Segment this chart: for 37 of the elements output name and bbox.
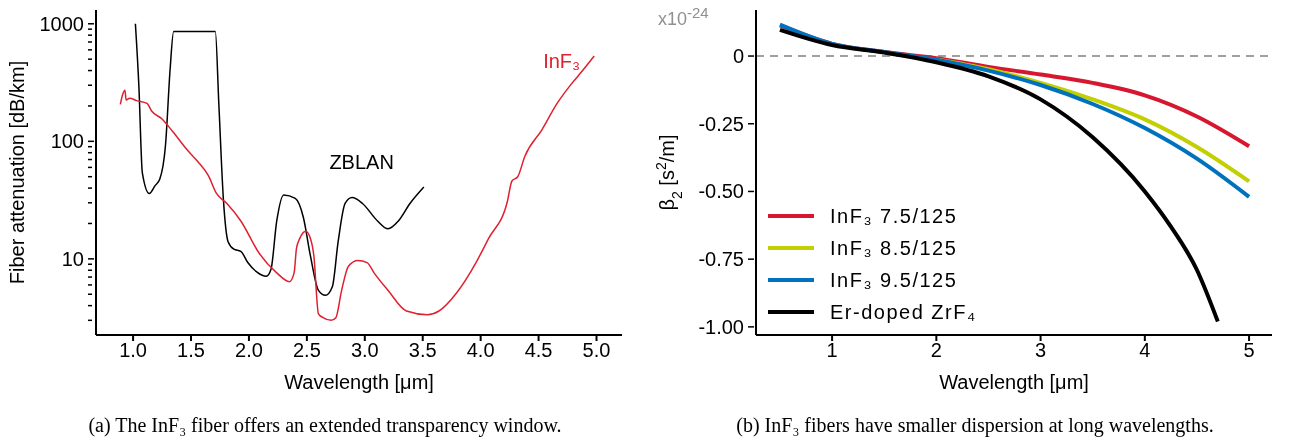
x-tick-label: 3.0	[350, 339, 379, 362]
x-tick-label: 3	[1035, 339, 1047, 362]
legend-label: Er-doped ZrF₄	[830, 300, 977, 324]
y-tick-label: 100	[50, 130, 84, 153]
x-tick-label: 2	[930, 339, 942, 362]
x-tick-label: 1.0	[119, 339, 147, 362]
legend-label: InF₃ 7.5/125	[830, 204, 958, 228]
line-series	[119, 55, 595, 322]
x-tick-label: 5.0	[582, 339, 611, 362]
x-tick-label: 2.5	[292, 339, 321, 362]
x-tick-label: 2.0	[235, 339, 263, 362]
line-series	[777, 27, 1220, 324]
y-tick-label: 0	[732, 45, 744, 68]
y-tick-label: -1.00	[698, 315, 744, 338]
legend-label: InF₃ 9.5/125	[830, 268, 958, 292]
legend-label: InF₃ 8.5/125	[830, 236, 958, 260]
x-tick-label: 4.0	[466, 339, 495, 362]
x-tick-label: 5	[1243, 339, 1255, 362]
x-tick-label: 4	[1139, 339, 1151, 362]
y-tick-label: -0.25	[698, 112, 744, 135]
y-axis-title: Fiber attenuation [dB/km]	[6, 60, 28, 285]
y-tick-label: -0.50	[698, 180, 744, 203]
x-axis-title: Wavelength [μm]	[939, 371, 1089, 393]
y-tick-label: -0.75	[698, 248, 744, 271]
line-series	[134, 23, 425, 297]
text: (b) InF₃ fibers have smaller dispersion at long wavelengths.	[735, 414, 1215, 437]
text: x10$^{-24}$	[658, 4, 709, 30]
series-label: ZBLAN	[329, 150, 394, 173]
x-tick-label: 1	[826, 339, 838, 362]
y-tick-label: 10	[61, 247, 84, 270]
x-tick-label: 4.5	[524, 339, 553, 362]
x-tick-label: 1.5	[177, 339, 205, 362]
y-tick-label: 1000	[39, 12, 84, 35]
x-axis-title: Wavelength [μm]	[284, 371, 434, 393]
text: (a) The InF₃ fiber offers an extended transparency window.	[87, 414, 563, 437]
x-tick-label: 3.5	[408, 339, 437, 362]
series-label: InF₃	[543, 50, 581, 72]
